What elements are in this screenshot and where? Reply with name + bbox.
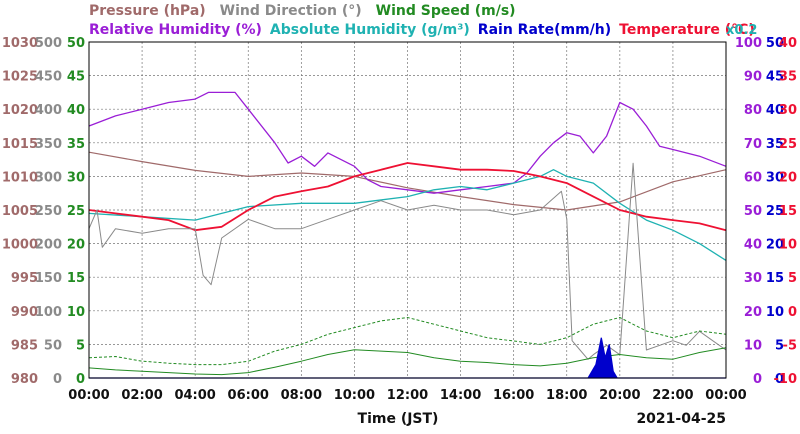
wind-direction-tick-label: 150 <box>35 271 62 286</box>
chart-axes: 1030102510201015101010051000995990985980… <box>2 36 797 427</box>
pressure-tick-label: 995 <box>11 271 38 286</box>
wind-direction-tick-label: 250 <box>35 204 62 219</box>
wind-speed-tick-label: 10 <box>67 305 85 320</box>
wind-direction-tick-label: 300 <box>35 170 62 185</box>
relative-humidity-tick-label: 50 <box>744 204 762 219</box>
wind-direction-tick-label: 500 <box>35 36 62 51</box>
relative-humidity-tick-label: 90 <box>744 70 762 85</box>
rain-rate-tick-label: 0 <box>775 372 784 387</box>
relative-humidity-tick-label: 0 <box>753 372 762 387</box>
series-wind-speed <box>88 347 727 376</box>
wind-direction-tick-label: 400 <box>35 103 62 118</box>
temperature-tick-label: -5 <box>783 338 797 353</box>
rain-rate-tick-label: 35 <box>766 137 784 152</box>
temperature-tick-label: 30 <box>779 103 797 118</box>
wind-speed-tick-label: 45 <box>67 70 85 85</box>
pressure-tick-label: 990 <box>11 305 38 320</box>
temperature-tick-label: 20 <box>779 170 797 185</box>
temperature-tick-label: 5 <box>788 271 797 286</box>
x-tick-label: 00:00 <box>705 388 746 403</box>
pressure-tick-label: 1000 <box>2 238 38 253</box>
x-axis-title: Time (JST) <box>358 411 439 427</box>
series-pressure <box>88 151 727 211</box>
legend-wind-direction: Wind Direction (°) <box>220 3 362 19</box>
x-tick-label: 14:00 <box>440 388 481 403</box>
temperature-tick-label: 0 <box>788 305 797 320</box>
rain-rate-tick-label: 15 <box>766 271 784 286</box>
series-relative-humidity <box>88 91 727 194</box>
pressure-tick-label: 1020 <box>2 103 38 118</box>
legend-pressure: Pressure (hPa) <box>89 3 206 19</box>
wind-direction-tick-label: 200 <box>35 238 62 253</box>
wind-speed-tick-label: 20 <box>67 238 85 253</box>
relative-humidity-tick-label: 70 <box>744 137 762 152</box>
x-tick-label: 08:00 <box>281 388 322 403</box>
rain-rate-tick-label: 40 <box>766 103 784 118</box>
x-tick-label: 12:00 <box>387 388 428 403</box>
temperature-tick-label: 40 <box>779 36 797 51</box>
plot-frame <box>88 41 727 379</box>
temperature-tick-label: 15 <box>779 204 797 219</box>
chart-legend: Pressure (hPa) Wind Direction (°) Wind Spe… <box>89 3 757 38</box>
wind-speed-tick-label: 15 <box>67 271 85 286</box>
x-tick-label: 02:00 <box>121 388 162 403</box>
relative-humidity-tick-label: 30 <box>744 271 762 286</box>
pressure-tick-label: 1005 <box>2 204 38 219</box>
chart-date: 2021-04-25 <box>636 411 726 427</box>
series-wind-direction <box>88 162 727 360</box>
pressure-tick-label: 980 <box>11 372 38 387</box>
temperature-tick-label: 35 <box>779 70 797 85</box>
wind-speed-tick-label: 5 <box>76 338 85 353</box>
pressure-tick-label: 1010 <box>2 170 38 185</box>
wind-speed-tick-label: 30 <box>67 170 85 185</box>
rain-rate-tick-label: 30 <box>766 170 784 185</box>
x-tick-label: 18:00 <box>546 388 587 403</box>
x-tick-label: 06:00 <box>228 388 269 403</box>
pressure-tick-label: 1015 <box>2 137 38 152</box>
x-tick-label: 10:00 <box>334 388 375 403</box>
x-tick-label: 04:00 <box>174 388 215 403</box>
wind-speed-tick-label: 40 <box>67 103 85 118</box>
x-tick-label: 00:00 <box>68 388 109 403</box>
pressure-tick-label: 985 <box>11 338 38 353</box>
relative-humidity-tick-label: 40 <box>744 238 762 253</box>
temperature-tick-label: 10 <box>779 238 797 253</box>
legend-relative-humidity: Relative Humidity (%) <box>89 22 262 38</box>
rain-rate-tick-label: 45 <box>766 70 784 85</box>
wind-direction-tick-label: 0 <box>53 372 62 387</box>
wind-speed-tick-label: 50 <box>67 36 85 51</box>
rain-rate-tick-label: 5 <box>775 338 784 353</box>
relative-humidity-tick-label: 80 <box>744 103 762 118</box>
wind-direction-tick-label: 450 <box>35 70 62 85</box>
temperature-tick-label: 25 <box>779 137 797 152</box>
pressure-tick-label: 1030 <box>2 36 38 51</box>
temperature-tick-label: -10 <box>774 372 798 387</box>
chart-series <box>88 91 727 379</box>
series-wind-speed-gust <box>88 317 727 366</box>
wind-direction-tick-label: 50 <box>44 338 62 353</box>
legend-rain-rate: Rain Rate(mm/h) <box>478 22 611 38</box>
relative-humidity-tick-label: 10 <box>744 338 762 353</box>
abs-humidity-scale-note: x0.2 <box>726 23 757 38</box>
rain-rate-tick-label: 25 <box>766 204 784 219</box>
rain-rate-tick-label: 10 <box>766 305 784 320</box>
wind-direction-tick-label: 350 <box>35 137 62 152</box>
legend-wind-speed: Wind Speed (m/s) <box>376 3 516 19</box>
wind-speed-tick-label: 35 <box>67 137 85 152</box>
wind-direction-tick-label: 100 <box>35 305 62 320</box>
legend-temperature: Temperature (°C) <box>619 22 755 38</box>
relative-humidity-tick-label: 100 <box>735 36 762 51</box>
legend-absolute-humidity: Absolute Humidity (g/m³) <box>270 22 470 38</box>
x-tick-label: 22:00 <box>652 388 693 403</box>
x-tick-label: 16:00 <box>493 388 534 403</box>
relative-humidity-tick-label: 20 <box>744 305 762 320</box>
pressure-tick-label: 1025 <box>2 70 38 85</box>
wind-speed-tick-label: 25 <box>67 204 85 219</box>
relative-humidity-tick-label: 60 <box>744 170 762 185</box>
rain-rate-tick-label: 20 <box>766 238 784 253</box>
rain-rate-tick-label: 50 <box>766 36 784 51</box>
x-tick-label: 20:00 <box>599 388 640 403</box>
wind-speed-tick-label: 0 <box>76 372 85 387</box>
